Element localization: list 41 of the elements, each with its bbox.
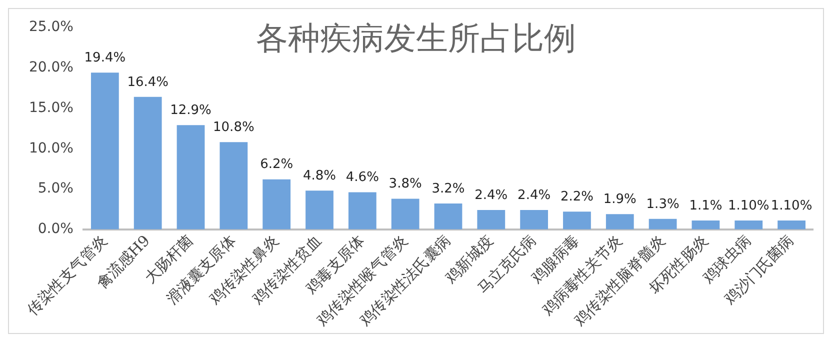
y-tick-label: 15.0% [28,100,74,116]
data-label: 16.4% [127,74,168,90]
data-label: 1.10% [728,198,770,214]
data-label: 12.9% [170,103,212,118]
bar [134,96,162,230]
data-label: 3.8% [388,176,422,192]
bar [563,212,591,230]
data-label: 1.1% [689,198,722,214]
bar [176,125,205,230]
data-label: 2.4% [518,188,551,203]
data-label: 4.6% [346,170,379,186]
data-label: 6.2% [260,157,294,172]
bar [348,192,376,230]
data-label: 2.2% [560,190,594,205]
bar [477,210,506,230]
y-tick-label: 25.0% [28,19,74,36]
data-label: 2.4% [474,188,508,203]
data-label: 1.3% [646,196,680,212]
y-tick-label: 0.0% [38,221,74,238]
bar [220,142,248,230]
bar [734,220,763,230]
data-label: 1.10% [770,198,812,214]
bar [306,190,334,230]
data-label: 1.9% [603,192,636,207]
bar [778,220,806,230]
data-label: 19.4% [84,50,126,66]
bar [391,198,420,230]
bar [520,210,548,230]
y-tick-label: 20.0% [28,59,74,76]
data-label: 3.2% [432,181,465,196]
data-label: 4.8% [302,168,336,184]
y-tick-label: 5.0% [38,180,74,197]
y-tick-label: 10.0% [28,140,74,156]
bar [90,72,119,230]
bar [692,220,720,230]
bar [648,218,677,230]
bar [606,214,634,230]
data-label: 10.8% [213,120,254,136]
chart-title: 各种疾病发生所占比例 [256,19,576,57]
bar [262,179,291,230]
bar [434,204,462,230]
